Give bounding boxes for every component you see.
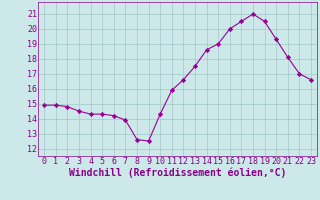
X-axis label: Windchill (Refroidissement éolien,°C): Windchill (Refroidissement éolien,°C) [69, 168, 286, 178]
